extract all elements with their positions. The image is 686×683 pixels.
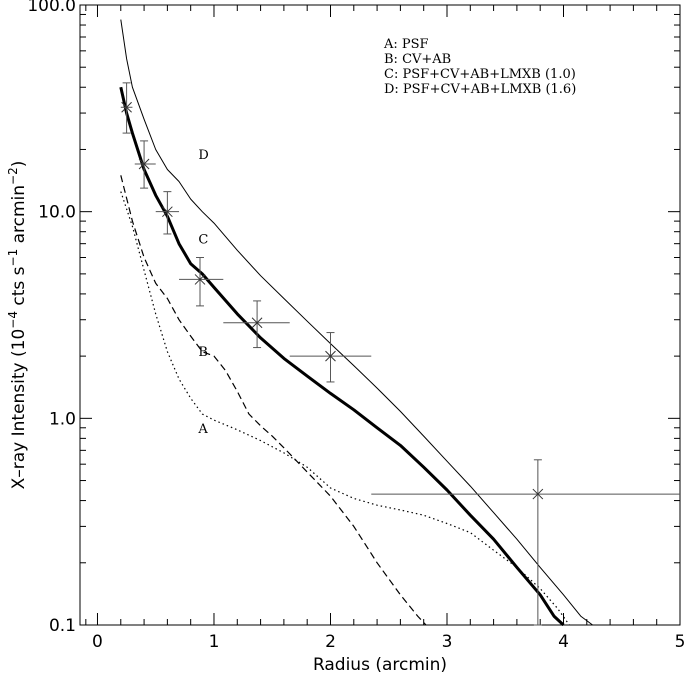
y-tick-label: 10.0	[38, 203, 76, 223]
y-tick-label: 100.0	[27, 0, 76, 16]
y-ticks: 100.0 10.0 1.0 0.1	[27, 0, 680, 636]
data-point	[134, 140, 156, 189]
x-tick-label: 5	[675, 632, 686, 652]
x-axis-title: Radius (arcmin)	[313, 655, 447, 675]
point-marker	[532, 488, 544, 500]
y-axis-title-main: X–ray Intensity (10	[9, 329, 29, 490]
y-axis-title-mid: cts s	[9, 266, 29, 311]
curve-label-c: C	[198, 233, 208, 248]
data-point	[223, 300, 290, 349]
x-tick-label: 0	[92, 632, 103, 652]
y-axis-title-end: )	[9, 161, 29, 168]
point-marker	[121, 101, 132, 113]
x-ticks: 0 1 2 3 4 5	[85, 5, 686, 652]
legend-entry: B: CV+AB	[384, 52, 451, 67]
data-point	[155, 191, 180, 235]
curve-b	[120, 175, 427, 626]
y-axis-title-exp2: −1	[6, 249, 20, 267]
x-tick-label: 3	[442, 632, 453, 652]
legend-entry: A: PSF	[383, 37, 429, 52]
svg-text:X–ray Intensity (10−4 cts s−1: X–ray Intensity (10−4 cts s−1 arcmin−2)	[6, 161, 29, 490]
data-point	[371, 459, 680, 626]
curve-label-d: D	[198, 148, 208, 163]
legend-entry: C: PSF+CV+AB+LMXB (1.0)	[384, 67, 576, 82]
data-points	[120, 82, 680, 626]
data-point	[289, 332, 372, 383]
plot-frame	[79, 4, 681, 626]
y-axis-title-exp3: −2	[6, 167, 20, 185]
curve-d	[120, 19, 593, 626]
y-axis-title-mid2: arcmin	[9, 185, 29, 249]
point-marker	[325, 350, 336, 362]
y-axis-title: X–ray Intensity (10−4 cts s−1 arcmin−2)	[6, 161, 29, 490]
y-tick-label: 1.0	[49, 409, 76, 429]
curve-labels: A B C D	[197, 148, 208, 437]
curve-label-a: A	[197, 422, 208, 437]
x-tick-label: 2	[325, 632, 336, 652]
curve-a	[120, 191, 570, 626]
point-marker	[138, 158, 150, 170]
data-point	[120, 82, 133, 134]
curve-label-b: B	[198, 345, 208, 360]
legend-entry: D: PSF+CV+AB+LMXB (1.6)	[384, 82, 576, 97]
point-marker	[162, 206, 173, 218]
x-tick-label: 1	[209, 632, 220, 652]
point-marker	[251, 317, 263, 329]
curves	[119, 19, 593, 627]
x-tick-label: 4	[558, 632, 569, 652]
y-axis-title-exp1: −4	[6, 311, 20, 329]
data-point	[179, 257, 224, 307]
point-marker	[194, 274, 206, 285]
y-tick-label: 0.1	[49, 616, 76, 636]
curve-c	[119, 86, 565, 627]
